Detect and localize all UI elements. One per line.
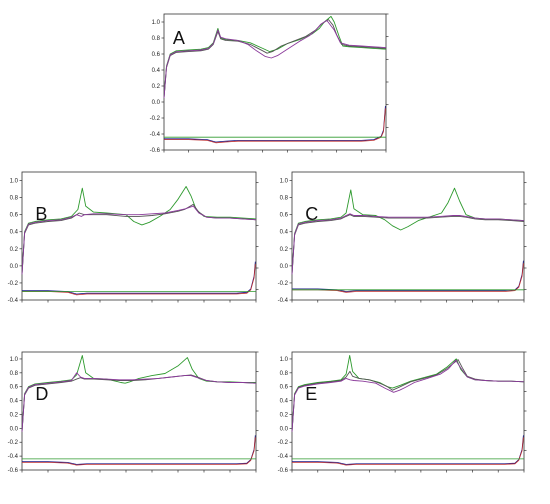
y-tick-label: 1.0 xyxy=(10,179,19,185)
series-line xyxy=(292,435,524,465)
series-line xyxy=(291,213,525,275)
y-tick-label: 0.2 xyxy=(10,412,19,418)
series-line xyxy=(291,355,525,432)
series-line xyxy=(22,264,256,296)
y-tick-label: 0.2 xyxy=(152,84,161,90)
panel-letter: A xyxy=(173,28,185,48)
series-line xyxy=(22,435,256,465)
plot-frame xyxy=(291,351,525,471)
series-line xyxy=(21,355,256,432)
series-line xyxy=(164,108,386,144)
y-tick-label: 0.6 xyxy=(280,213,289,219)
series-line xyxy=(21,374,257,432)
y-tick-label: 0.2 xyxy=(10,247,19,253)
y-tick-label: 0.4 xyxy=(10,399,19,405)
plot-frame xyxy=(21,351,257,471)
series-line xyxy=(292,260,524,292)
y-tick-label: 1.0 xyxy=(152,20,161,26)
dsc-panel-c: C -0.4 -0.2 0.0 0.2 0.4 0.6 0.8 1.0 xyxy=(278,171,527,304)
y-tick-label: 0.6 xyxy=(280,385,289,391)
y-tick-label: -0.4 xyxy=(150,132,161,138)
y-tick-label: -0.2 xyxy=(150,116,161,122)
series-line xyxy=(291,187,525,275)
y-tick-label: 0.0 xyxy=(280,426,289,432)
y-tick-label: 0.4 xyxy=(280,230,289,236)
series-line xyxy=(21,186,257,275)
panel-letter: C xyxy=(305,204,318,224)
y-tick-label: -0.4 xyxy=(278,454,289,460)
y-tick-label: 0.4 xyxy=(280,399,289,405)
panel-letter: D xyxy=(35,384,48,404)
y-tick-label: 0.6 xyxy=(152,52,161,58)
y-tick-label: 0.0 xyxy=(10,426,19,432)
series-line xyxy=(291,359,525,432)
y-tick-label: -0.6 xyxy=(278,468,289,474)
y-tick-label: 0.2 xyxy=(280,412,289,418)
y-tick-label: 0.8 xyxy=(152,36,161,42)
y-tick-label: 1.0 xyxy=(10,357,19,363)
dsc-panel-d: D -0.6 -0.4 -0.2 0.0 0.2 0.4 0.6 0.8 1.0 xyxy=(8,351,259,474)
y-tick-label: 0.8 xyxy=(10,371,19,377)
series-line xyxy=(21,372,257,432)
panel-letter: E xyxy=(305,384,317,404)
plot-frame xyxy=(163,13,387,151)
y-tick-label: 0.0 xyxy=(10,264,19,270)
series-line xyxy=(21,205,257,275)
y-tick-label: 0.8 xyxy=(280,196,289,202)
series-line xyxy=(164,105,386,143)
dsc-panel-b: B -0.4 -0.2 0.0 0.2 0.4 0.6 0.8 1.0 xyxy=(8,171,259,304)
y-tick-label: 0.8 xyxy=(280,371,289,377)
series-line xyxy=(163,15,387,99)
series-line xyxy=(22,437,256,466)
series-line xyxy=(22,261,256,295)
y-tick-label: 0.2 xyxy=(280,247,289,253)
series-line xyxy=(292,263,524,293)
y-tick-label: -0.6 xyxy=(8,468,19,474)
y-tick-label: 0.6 xyxy=(10,385,19,391)
plot-frame xyxy=(291,171,525,301)
y-tick-label: -0.4 xyxy=(278,298,289,304)
y-tick-label: 0.0 xyxy=(280,264,289,270)
series-line xyxy=(291,359,525,432)
series-line xyxy=(163,19,387,99)
y-tick-label: -0.2 xyxy=(278,440,289,446)
y-tick-label: -0.6 xyxy=(150,148,161,154)
y-tick-label: 0.4 xyxy=(152,68,161,74)
y-tick-label: -0.2 xyxy=(8,281,19,287)
plot-frame xyxy=(21,171,257,301)
panel-letter: B xyxy=(35,204,47,224)
y-tick-label: 0.6 xyxy=(10,213,19,219)
y-tick-label: -0.4 xyxy=(8,298,19,304)
y-tick-label: 1.0 xyxy=(280,357,289,363)
y-tick-label: 0.4 xyxy=(10,230,19,236)
dsc-panel-e: E -0.6 -0.4 -0.2 0.0 0.2 0.4 0.6 0.8 1.0 xyxy=(278,351,527,474)
dsc-panel-a: A -0.6 -0.4 -0.2 0.0 0.2 0.4 0.6 0.8 1.0 xyxy=(150,13,389,154)
y-tick-label: -0.2 xyxy=(278,281,289,287)
y-tick-label: 0.8 xyxy=(10,196,19,202)
y-tick-label: -0.4 xyxy=(8,454,19,460)
y-tick-label: -0.2 xyxy=(8,440,19,446)
series-line xyxy=(163,19,387,99)
series-line xyxy=(292,437,524,466)
series-line xyxy=(291,214,525,275)
y-tick-label: 1.0 xyxy=(280,179,289,185)
y-tick-label: 0.0 xyxy=(152,100,161,106)
